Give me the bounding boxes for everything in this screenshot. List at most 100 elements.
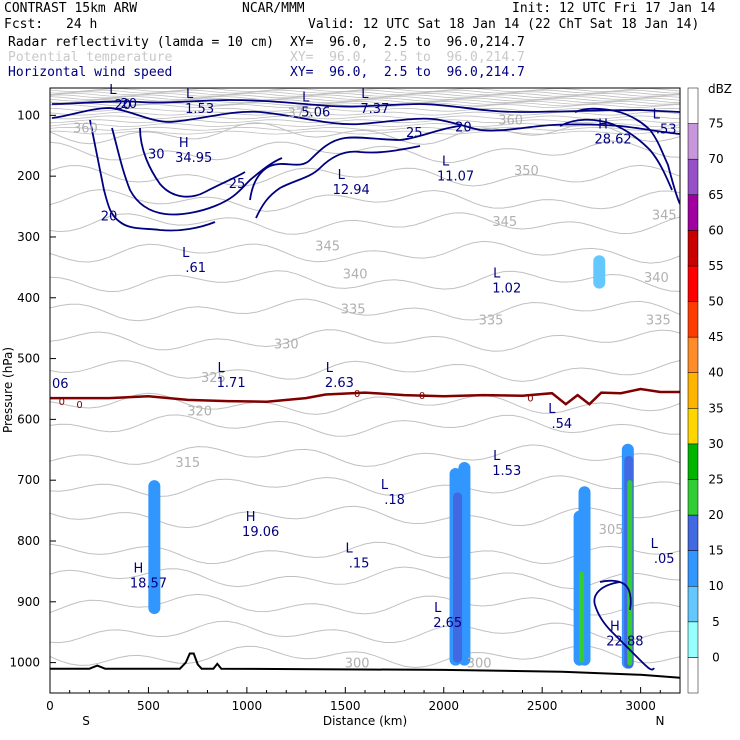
colorbar-box bbox=[687, 194, 699, 231]
colorbar-box bbox=[687, 372, 699, 409]
extremum-value: .54 bbox=[552, 417, 573, 432]
wind-contour bbox=[255, 145, 421, 219]
axes: 0 500 1000 1500 2000 2500 30001002003004005006… bbox=[9, 108, 661, 713]
extremum-type: L bbox=[548, 402, 556, 417]
theta-line bbox=[50, 140, 680, 164]
colorbar-box bbox=[687, 443, 699, 480]
marks-layer bbox=[50, 387, 680, 679]
wind-label: 30 bbox=[148, 148, 165, 163]
colorbar-box bbox=[687, 158, 699, 196]
wind-contour bbox=[111, 127, 283, 216]
extremum-type: L bbox=[361, 87, 369, 102]
theta-line bbox=[50, 104, 680, 108]
x-tick-label: 2500 bbox=[527, 699, 558, 713]
colorbar-label: 70 bbox=[708, 152, 723, 166]
zero-label: 0 bbox=[59, 397, 65, 408]
theta-line bbox=[50, 189, 680, 212]
wind-contour bbox=[51, 99, 680, 113]
extremum-value: 1.71 bbox=[217, 376, 246, 391]
colorbar-label: 15 bbox=[708, 544, 723, 558]
theta-line bbox=[50, 91, 680, 96]
y-tick-label: 200 bbox=[17, 169, 40, 183]
x-tick-label: 3000 bbox=[625, 699, 656, 713]
edge-label: 06 bbox=[52, 377, 69, 392]
colorbar-label: 65 bbox=[708, 188, 723, 202]
extremum-value: 12.94 bbox=[333, 183, 370, 198]
theta-line bbox=[50, 270, 680, 293]
theta-line bbox=[50, 240, 680, 264]
extremum-value: 20 bbox=[115, 98, 132, 113]
colorbar-box bbox=[687, 87, 699, 124]
extremum-value: .15 bbox=[349, 556, 370, 571]
wind-label: 20 bbox=[101, 210, 118, 225]
y-tick-label: 1000 bbox=[9, 656, 40, 670]
theta-line bbox=[50, 329, 680, 352]
extremum-type: H bbox=[610, 619, 620, 634]
wind-label: 20 bbox=[120, 97, 137, 112]
extremum-type: L bbox=[493, 449, 501, 464]
colorbar-box bbox=[687, 550, 699, 587]
theta-line bbox=[50, 107, 680, 112]
colorbar-box bbox=[687, 123, 699, 160]
zero-label: 0 bbox=[419, 391, 425, 402]
extremum-type: L bbox=[338, 168, 346, 183]
colorbar-box bbox=[687, 657, 699, 694]
theta-line bbox=[50, 115, 680, 120]
colorbar-label: 10 bbox=[708, 579, 723, 593]
theta-label: 300 bbox=[467, 657, 492, 672]
wind-contour bbox=[51, 107, 680, 135]
x-tick-label: 0 bbox=[46, 699, 54, 713]
wind-contours bbox=[51, 99, 680, 671]
colorbar-label: 50 bbox=[708, 295, 723, 309]
extremum-value: 18.57 bbox=[130, 577, 167, 592]
theta-label: 325 bbox=[201, 371, 226, 386]
extremum-value: 11.07 bbox=[437, 170, 474, 185]
extremum-type: L bbox=[182, 246, 190, 261]
wind-contour bbox=[249, 125, 461, 201]
extremum-value: .53 bbox=[656, 122, 677, 137]
extremum-value: .18 bbox=[384, 493, 405, 508]
colorbar-box bbox=[687, 301, 699, 338]
model-title: CONTRAST 15km ARW bbox=[4, 1, 138, 16]
theta-line bbox=[50, 392, 680, 415]
theta-line bbox=[50, 414, 680, 437]
colorbar-label: 5 bbox=[712, 615, 720, 629]
theta-label: 345 bbox=[315, 239, 340, 254]
theta-line bbox=[50, 444, 680, 467]
x-end-label-north: N bbox=[656, 714, 665, 728]
extremum-value: 34.95 bbox=[175, 151, 212, 166]
init-time: Init: 12 UTC Fri 17 Jan 14 bbox=[512, 1, 716, 16]
theta-line bbox=[50, 122, 680, 145]
extremum-value: 1.53 bbox=[185, 102, 214, 117]
extremum-value: .05 bbox=[654, 552, 675, 567]
zero-label: 0 bbox=[354, 389, 360, 400]
field-reflectivity-xy: XY= 96.0, 2.5 to 96.0,214.7 bbox=[290, 35, 525, 50]
field-wind-xy: XY= 96.0, 2.5 to 96.0,214.7 bbox=[290, 65, 525, 80]
extremum-value: 1.53 bbox=[492, 464, 521, 479]
wind-contour bbox=[599, 579, 632, 611]
extremum-value: 1.02 bbox=[492, 282, 521, 297]
extremum-type: H bbox=[179, 136, 189, 151]
y-tick-label: 400 bbox=[17, 291, 40, 305]
extremum-type: L bbox=[109, 83, 117, 98]
wind-contour bbox=[593, 581, 655, 671]
y-tick-label: 300 bbox=[17, 230, 40, 244]
valid-time: Valid: 12 UTC Sat 18 Jan 14 (22 ChT Sat … bbox=[308, 17, 700, 32]
x-axis-title: Distance (km) bbox=[323, 714, 407, 728]
y-tick-label: 500 bbox=[17, 352, 40, 366]
field-reflectivity: Radar reflectivity (lamda = 10 cm) bbox=[8, 35, 275, 50]
theta-label: 340 bbox=[644, 271, 669, 286]
extremum-type: L bbox=[218, 361, 226, 376]
wind-label: 20 bbox=[455, 120, 472, 135]
theta-line bbox=[50, 111, 680, 116]
theta-label: 345 bbox=[652, 208, 677, 223]
reflectivity-cell bbox=[453, 492, 463, 663]
theta-line bbox=[50, 212, 680, 235]
zero-isotherm bbox=[50, 387, 680, 406]
colorbar-label: 0 bbox=[712, 650, 720, 664]
colorbar-label: 35 bbox=[708, 401, 723, 415]
org-label: NCAR/MMM bbox=[242, 1, 305, 16]
extremum-type: L bbox=[326, 361, 334, 376]
extremum-value: 2.65 bbox=[433, 616, 462, 631]
